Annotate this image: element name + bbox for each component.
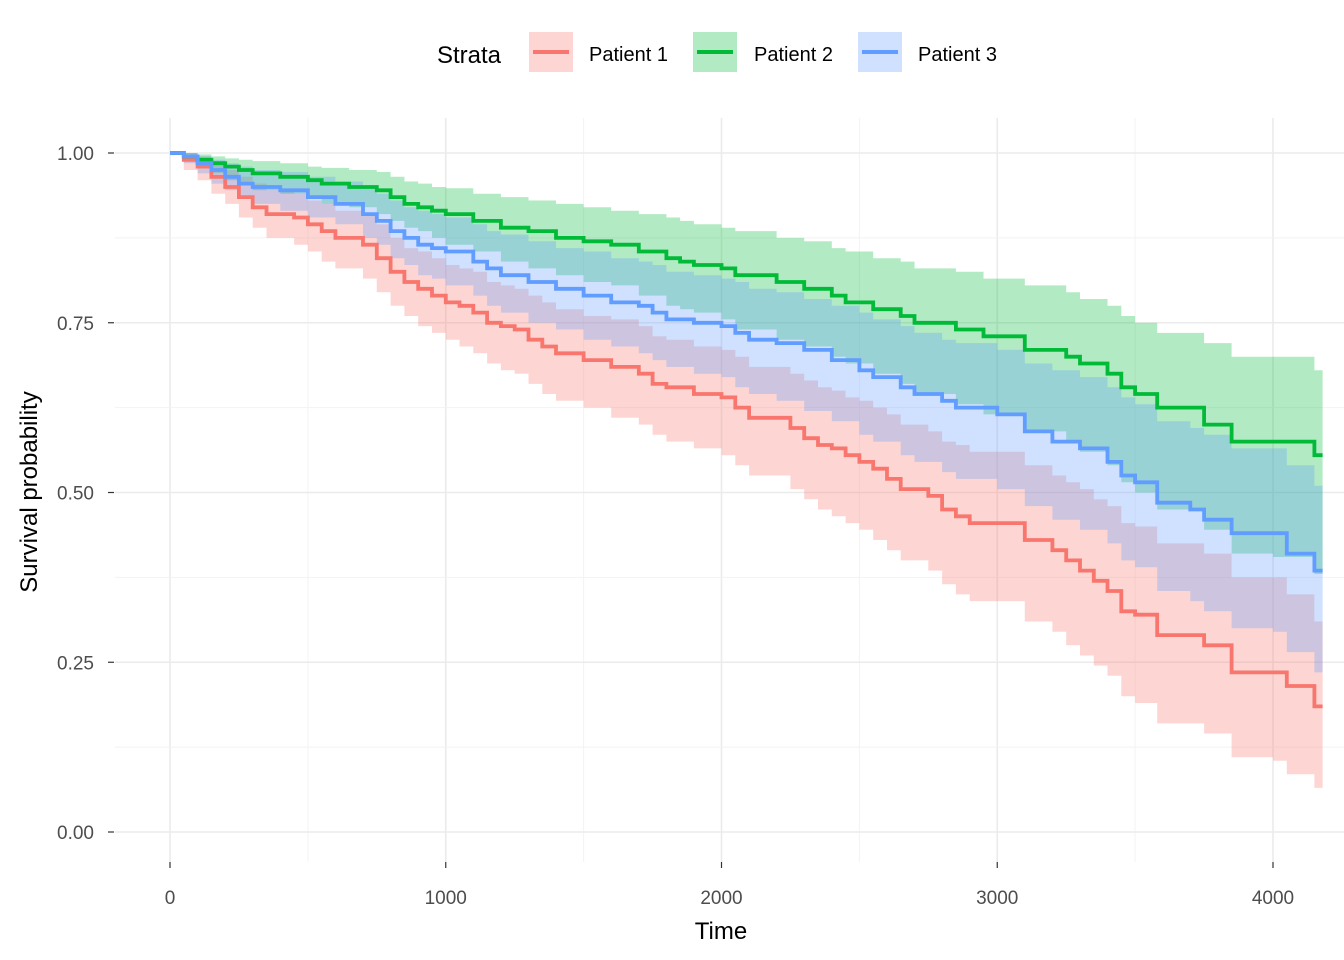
x-axis-title: Time <box>695 918 747 945</box>
y-tick-label: 1.00 <box>57 144 94 165</box>
legend: Strata Patient 1 Patient 2 Patient 3 <box>437 32 997 72</box>
confidence-band-patient-3 <box>170 153 1323 673</box>
y-tick-label: 0.75 <box>57 314 94 335</box>
survival-curves <box>170 151 1323 709</box>
y-axis-title: Survival probability <box>16 391 43 592</box>
legend-title: Strata <box>437 42 502 69</box>
survival-curve-patient-3 <box>170 151 1323 573</box>
axis-ticks <box>108 152 1274 868</box>
x-tick-label: 2000 <box>700 888 742 909</box>
legend-label-patient-3: Patient 3 <box>918 44 997 66</box>
legend-label-patient-2: Patient 2 <box>754 44 833 66</box>
confidence-band-patient-1 <box>170 153 1323 788</box>
grid <box>115 118 1344 862</box>
y-tick-label: 0.50 <box>57 484 94 505</box>
y-tick-label: 0.00 <box>57 823 94 844</box>
x-tick-label: 1000 <box>425 888 467 909</box>
x-tick-label: 3000 <box>976 888 1018 909</box>
confidence-bands <box>170 153 1323 788</box>
survival-curve-patient-1 <box>170 151 1323 709</box>
x-tick-label: 0 <box>165 888 176 909</box>
y-tick-label: 0.25 <box>57 653 94 674</box>
x-tick-label: 4000 <box>1252 888 1294 909</box>
survival-curve-patient-2 <box>170 151 1323 458</box>
legend-label-patient-1: Patient 1 <box>589 44 668 66</box>
